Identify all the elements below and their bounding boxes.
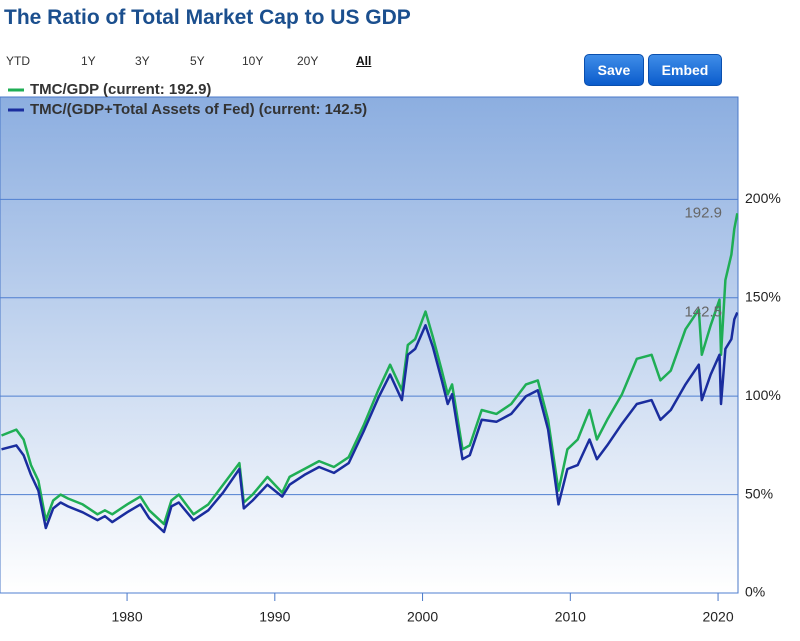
series-line (1, 213, 738, 526)
y-tick-label: 150% (745, 288, 781, 304)
range-button[interactable]: 3Y (135, 54, 150, 68)
range-button[interactable]: 20Y (297, 54, 319, 68)
legend-label: TMC/(GDP+Total Assets of Fed) (current: … (30, 101, 367, 118)
x-tick-label: 1990 (259, 609, 290, 625)
save-button[interactable]: Save (584, 54, 644, 86)
end-value-label: 142.5 (684, 303, 722, 320)
range-button[interactable]: 5Y (190, 54, 205, 68)
plot-area (0, 96, 739, 594)
chart-title: The Ratio of Total Market Cap to US GDP (4, 6, 411, 29)
x-tick-label: 2010 (555, 609, 586, 625)
x-tick-label: 2020 (702, 609, 733, 625)
end-value-label: 192.9 (684, 204, 722, 221)
range-button[interactable]: 1Y (81, 54, 96, 68)
y-tick-label: 100% (745, 387, 781, 403)
y-tick-label: 200% (745, 190, 781, 206)
series-line (1, 312, 738, 534)
embed-button[interactable]: Embed (648, 54, 722, 86)
range-button[interactable]: All (356, 54, 372, 68)
y-tick-label: 0% (745, 584, 765, 600)
x-tick-label: 1980 (111, 609, 142, 625)
x-tick-label: 2000 (407, 609, 438, 625)
range-button[interactable]: YTD (6, 54, 30, 68)
range-button[interactable]: 10Y (242, 54, 264, 68)
y-tick-label: 50% (745, 485, 773, 501)
legend-label: TMC/GDP (current: 192.9) (30, 81, 211, 98)
